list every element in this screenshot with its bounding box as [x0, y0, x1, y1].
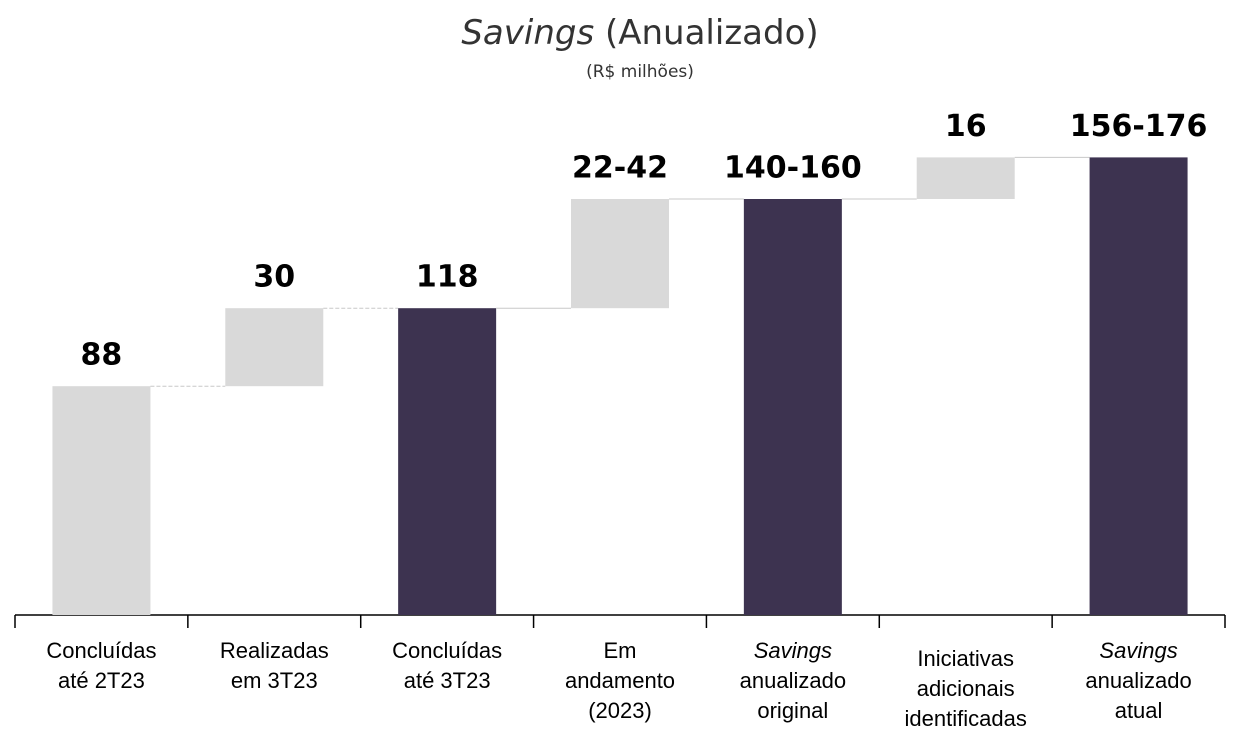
- value-label: 16: [945, 109, 987, 144]
- x-tick-label: Iniciativas: [917, 646, 1014, 671]
- x-tick-label: anualizado: [1085, 668, 1191, 693]
- x-tick-label: Em: [604, 638, 637, 663]
- x-tick-label: anualizado: [740, 668, 846, 693]
- bar: [743, 199, 842, 615]
- chart-subtitle: (R$ milhões): [586, 62, 694, 82]
- x-tick-label: identificadas: [905, 706, 1027, 731]
- bar: [571, 199, 669, 309]
- value-label: 140-160: [724, 151, 862, 186]
- x-tick-label: até 3T23: [404, 668, 491, 693]
- value-label: 118: [416, 260, 479, 295]
- x-tick-label: adicionais: [917, 676, 1015, 701]
- chart-title: Savings (Anualizado): [461, 13, 818, 53]
- bar: [398, 308, 497, 615]
- title-part: (Anualizado): [594, 13, 819, 53]
- x-tick-label: atual: [1115, 698, 1163, 723]
- x-tick-label: Concluídas: [46, 638, 156, 663]
- bar: [52, 386, 151, 615]
- bar: [1089, 157, 1188, 615]
- bar: [916, 157, 1015, 199]
- x-tick-label: Savings: [1099, 638, 1177, 663]
- title-part: Savings: [461, 13, 594, 53]
- x-tick-label: Realizadas: [220, 638, 329, 663]
- x-tick-label: andamento: [565, 668, 675, 693]
- x-tick-label: em 3T23: [231, 668, 318, 693]
- x-tick-label: (2023): [588, 698, 652, 723]
- x-tick-label: até 2T23: [58, 668, 145, 693]
- bar: [225, 308, 324, 387]
- x-tick-label: Concluídas: [392, 638, 502, 663]
- value-label: 88: [81, 338, 123, 373]
- value-label: 22-42: [572, 151, 668, 186]
- value-label: 156-176: [1070, 109, 1208, 144]
- x-tick-label: Savings: [754, 638, 832, 663]
- value-label: 30: [253, 260, 295, 295]
- x-tick-label: original: [757, 698, 828, 723]
